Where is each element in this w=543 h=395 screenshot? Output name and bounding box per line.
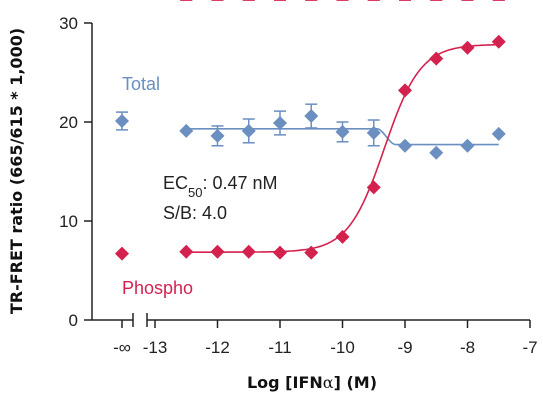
- labels: Total Phospho EC50: 0.47 nM S/B: 4.0 Log…: [7, 28, 377, 392]
- series-layer: [115, 0, 506, 261]
- x-tick-label: -9: [397, 338, 412, 357]
- x-tick-label: -12: [205, 338, 230, 357]
- data-point-total: [491, 126, 506, 141]
- axes: 0 10 20 30 -13 -12 -11 -10 -9 -8 -7 -∞: [59, 14, 537, 357]
- data-point-phospho: [398, 83, 412, 98]
- data-point-total: [210, 128, 225, 143]
- series-phospho: [115, 0, 506, 261]
- x-tick-label: -11: [268, 338, 291, 357]
- series-label-phospho: Phospho: [122, 278, 193, 298]
- data-point-phospho: [241, 244, 256, 259]
- y-tick-label: 0: [69, 311, 78, 330]
- data-point-total: [460, 138, 475, 153]
- data-point-total: [335, 124, 350, 139]
- y-axis-title: TR-FRET ratio (665/615 * 1,000): [7, 28, 26, 314]
- data-point-phospho: [491, 34, 506, 49]
- data-point-total: [398, 138, 412, 153]
- series-label-total: Total: [122, 74, 160, 94]
- fit-curve-phospho: [186, 43, 499, 253]
- sb-annotation: S/B: 4.0: [163, 203, 227, 223]
- data-point-total: [115, 114, 129, 129]
- y-tick-label: 30: [59, 14, 78, 33]
- data-point-phospho: [273, 245, 287, 260]
- data-point-total: [366, 125, 381, 140]
- data-point-phospho: [304, 245, 319, 260]
- data-point-total: [241, 123, 256, 138]
- x-tick-label: -13: [143, 338, 168, 357]
- data-point-phospho: [335, 229, 350, 244]
- x-axis-title-greek: α: [323, 373, 334, 392]
- data-point-phospho: [115, 246, 129, 261]
- data-point-phospho: [179, 244, 194, 259]
- data-point-total: [304, 109, 319, 124]
- ec50-subscript: 50: [188, 185, 202, 200]
- ec50-value: : 0.47 nM: [202, 173, 277, 193]
- x-axis-title-prefix: Log [IFN: [247, 373, 323, 392]
- x-tick-label-neg-infinity: -∞: [113, 338, 131, 357]
- data-point-phospho: [210, 244, 225, 259]
- data-point-total: [273, 115, 287, 130]
- data-point-phospho: [460, 40, 475, 55]
- x-tick-label: -8: [460, 338, 475, 357]
- x-tick-label: -7: [522, 338, 537, 357]
- data-point-total: [429, 145, 444, 160]
- x-tick-label: -10: [330, 338, 355, 357]
- x-axis-title-suffix: ] (M): [334, 373, 377, 392]
- data-point-total: [179, 123, 194, 138]
- data-point-phospho: [429, 51, 444, 66]
- ec50-annotation: EC50: 0.47 nM: [163, 173, 278, 200]
- series-total: [115, 103, 506, 160]
- y-tick-label: 10: [59, 212, 78, 231]
- fit-line-total: [186, 127, 499, 146]
- y-tick-label: 20: [59, 113, 78, 132]
- ec50-prefix: EC: [163, 173, 188, 193]
- x-axis-title: Log [IFNα] (M): [247, 373, 377, 392]
- data-point-phospho: [366, 180, 381, 195]
